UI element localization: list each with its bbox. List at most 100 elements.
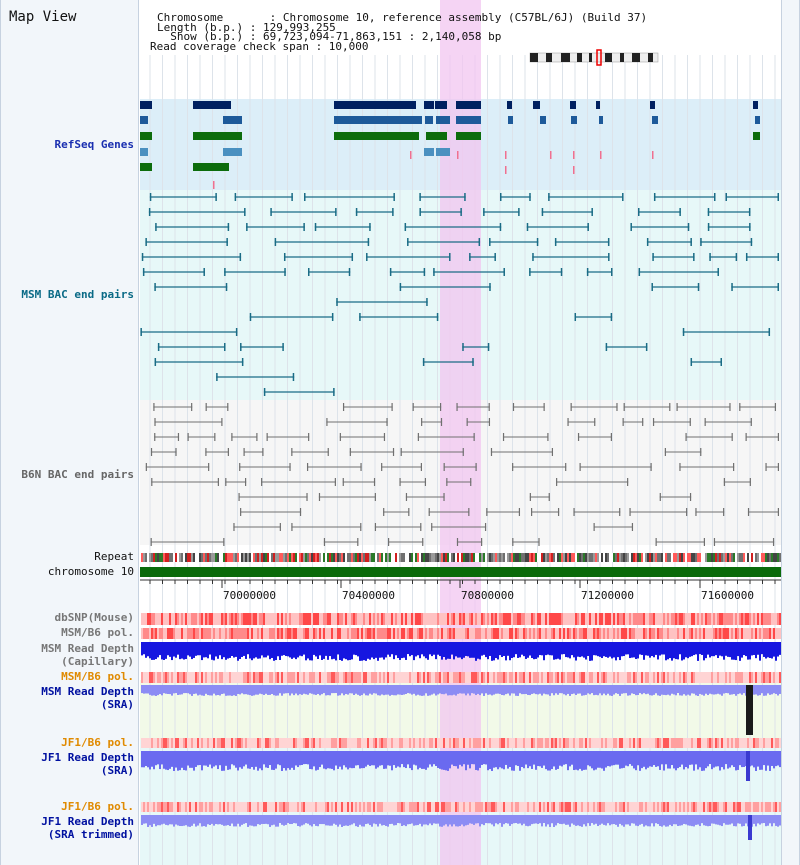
polymorphism-heat-cell — [493, 672, 495, 683]
polymorphism-heat-cell — [233, 802, 235, 812]
repeat-cell — [253, 553, 255, 562]
polymorphism-heat-cell — [615, 628, 617, 639]
read-depth-bar — [461, 642, 463, 660]
msm-bac-end — [777, 253, 779, 261]
track-label-dbsnp[interactable]: dbSNP(Mouse) — [54, 611, 134, 624]
track-label-msm-b6-pol-2[interactable]: MSM/B6 pol. — [61, 670, 134, 683]
repeat-cell — [287, 553, 289, 562]
polymorphism-heat-cell — [143, 628, 145, 639]
polymorphism-heat-cell — [619, 672, 621, 683]
read-depth-bar — [743, 815, 745, 827]
track-label-jf1-depth-trimmed[interactable]: JF1 Read Depth — [41, 815, 134, 828]
polymorphism-heat-cell — [233, 628, 235, 639]
polymorphism-heat-cell — [317, 738, 319, 748]
read-depth-bar — [571, 685, 573, 695]
polymorphism-heat-cell — [363, 738, 365, 748]
polymorphism-heat-cell — [221, 738, 223, 748]
polymorphism-heat-cell — [517, 628, 519, 639]
repeat-cell — [427, 553, 429, 562]
polymorphism-heat-cell — [327, 613, 329, 625]
read-depth-bar — [409, 642, 411, 657]
polymorphism-heat-cell — [339, 628, 341, 639]
read-depth-bar — [555, 685, 557, 694]
polymorphism-heat-cell — [485, 628, 487, 639]
track-label-refseq[interactable]: RefSeq Genes — [54, 138, 134, 151]
read-depth-bar — [193, 815, 195, 824]
read-depth-bar — [305, 751, 307, 765]
read-depth-bar — [419, 642, 421, 659]
read-depth-bar — [579, 642, 581, 658]
polymorphism-heat-cell — [507, 628, 509, 639]
read-depth-bar — [503, 815, 505, 825]
polymorphism-heat-cell — [505, 613, 507, 625]
polymorphism-heat-cell — [707, 613, 709, 625]
repeat-cell — [285, 553, 287, 562]
b6n-bac-end — [502, 433, 505, 441]
read-depth-bar — [589, 642, 591, 661]
repeat-cell — [423, 553, 425, 562]
read-depth-bar — [523, 685, 525, 695]
read-depth-bar — [567, 642, 569, 658]
b6n-bac-end — [642, 418, 644, 426]
polymorphism-heat-cell — [359, 738, 361, 748]
track-label-msm-b6-pol[interactable]: MSM/B6 pol. — [61, 626, 134, 639]
msm-bac-end — [709, 253, 711, 261]
track-label-jf1-pol-2[interactable]: JF1/B6 pol. — [61, 800, 134, 813]
track-label-b6n-bac[interactable]: B6N BAC end pairs — [21, 468, 134, 481]
polymorphism-heat-cell — [549, 802, 551, 812]
read-depth-bar — [545, 685, 547, 695]
msm-bac-end — [419, 193, 421, 201]
b6n-bac-end — [512, 538, 514, 546]
polymorphism-heat-cell — [437, 613, 439, 625]
read-depth-bar — [293, 642, 295, 658]
msm-bac-end — [449, 253, 451, 261]
refseq-gene-block — [140, 116, 148, 124]
polymorphism-heat-cell — [335, 613, 337, 625]
polymorphism-heat-cell — [359, 628, 361, 639]
polymorphism-heat-cell — [265, 628, 267, 639]
read-depth-bar — [335, 642, 337, 661]
read-depth-bar — [465, 751, 467, 771]
read-depth-bar — [495, 751, 497, 768]
track-label-msm-depth-capillary[interactable]: MSM Read Depth — [41, 642, 134, 655]
polymorphism-heat-cell — [225, 672, 227, 683]
b6n-bac-end — [700, 448, 702, 456]
read-depth-bar — [551, 751, 553, 770]
read-depth-bar — [765, 815, 767, 827]
repeat-cell — [607, 553, 609, 562]
read-depth-bar — [311, 642, 313, 661]
polymorphism-heat-cell — [475, 802, 477, 812]
read-depth-bar — [649, 642, 651, 658]
polymorphism-heat-cell — [363, 802, 365, 812]
msm-bac-end — [707, 208, 710, 216]
read-depth-bar — [413, 685, 415, 694]
polymorphism-heat-cell — [303, 802, 305, 812]
read-depth-bar — [269, 751, 271, 766]
track-label-jf1-depth-sra[interactable]: JF1 Read Depth — [41, 751, 134, 764]
polymorphism-heat-cell — [225, 802, 227, 812]
repeat-cell — [291, 553, 293, 562]
polymorphism-heat-cell — [391, 802, 393, 812]
read-depth-bar — [265, 815, 267, 824]
polymorphism-heat-cell — [313, 628, 315, 639]
polymorphism-heat-cell — [455, 738, 457, 748]
read-depth-bar — [401, 685, 403, 695]
track-label-msm-depth-sra[interactable]: MSM Read Depth — [41, 685, 134, 698]
polymorphism-heat-cell — [147, 802, 149, 812]
msm-bac-end — [611, 268, 613, 276]
read-depth-bar — [359, 751, 361, 769]
polymorphism-heat-cell — [663, 802, 665, 812]
b6n-bac-end — [291, 448, 293, 456]
msm-bac-end — [426, 298, 428, 306]
track-label-jf1-pol[interactable]: JF1/B6 pol. — [61, 736, 134, 749]
read-depth-bar — [499, 685, 501, 694]
track-label-msm-bac[interactable]: MSM BAC end pairs — [21, 288, 134, 301]
read-depth-bar — [597, 642, 599, 657]
read-depth-bar — [559, 815, 561, 824]
repeat-cell — [749, 553, 751, 562]
read-depth-bar — [447, 685, 449, 696]
track-label-chromosome: chromosome 10 — [47, 565, 134, 578]
polymorphism-heat-cell — [461, 738, 463, 748]
polymorphism-heat-cell — [545, 613, 547, 625]
